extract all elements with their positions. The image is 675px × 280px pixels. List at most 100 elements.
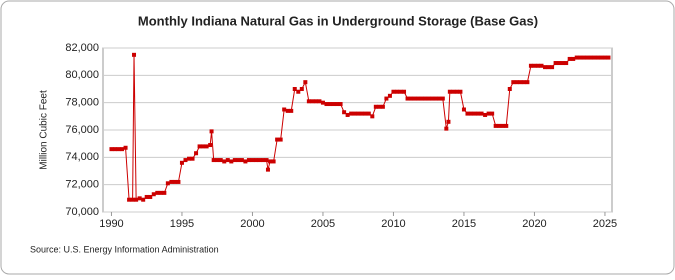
data-point: [553, 61, 558, 66]
data-point: [225, 158, 230, 163]
data-point: [440, 96, 445, 101]
data-point: [120, 147, 125, 152]
data-point: [483, 112, 488, 117]
data-point: [144, 194, 149, 199]
data-point: [433, 96, 438, 101]
data-point: [416, 96, 421, 101]
data-point: [532, 63, 537, 68]
data-point: [409, 96, 414, 101]
source-note: Source: U.S. Energy Information Administ…: [30, 244, 219, 254]
data-point: [539, 63, 544, 68]
data-point: [476, 111, 481, 116]
data-point: [447, 89, 452, 94]
data-point: [158, 190, 163, 195]
data-point: [490, 111, 495, 116]
data-point: [465, 111, 470, 116]
data-point: [595, 55, 600, 60]
data-point: [557, 61, 562, 66]
data-point: [366, 111, 371, 116]
data-point: [546, 65, 551, 70]
data-point: [317, 99, 322, 104]
data-point: [398, 89, 403, 94]
x-tick-label: 1990: [99, 218, 123, 230]
data-point: [331, 102, 336, 107]
data-point: [486, 111, 491, 116]
data-point: [514, 80, 519, 85]
data-point: [437, 96, 442, 101]
data-point: [574, 55, 579, 60]
data-point: [194, 151, 199, 156]
data-point: [446, 119, 451, 124]
x-tick-label: 2015: [452, 218, 476, 230]
data-point: [155, 190, 160, 195]
data-point: [123, 145, 128, 150]
data-point: [543, 65, 548, 70]
data-point: [521, 80, 526, 85]
data-point: [550, 65, 555, 70]
data-point: [469, 111, 474, 116]
data-point: [592, 55, 597, 60]
data-point: [151, 192, 156, 197]
data-point: [197, 144, 202, 149]
data-point: [423, 96, 428, 101]
data-point: [306, 99, 311, 104]
data-point: [116, 147, 121, 152]
data-point: [187, 156, 192, 161]
data-point: [141, 197, 146, 202]
data-point: [109, 147, 114, 152]
data-point: [268, 159, 273, 164]
data-point: [363, 111, 368, 116]
data-point: [578, 55, 583, 60]
data-point: [373, 104, 378, 109]
data-point: [282, 107, 287, 112]
data-point: [292, 87, 297, 91]
data-point: [581, 55, 586, 60]
data-point: [384, 96, 389, 101]
y-tick-label: 78,000: [65, 97, 99, 109]
data-point: [165, 181, 170, 186]
data-point: [229, 159, 234, 164]
data-point: [444, 126, 449, 131]
data-point: [560, 61, 565, 66]
data-point: [275, 137, 280, 142]
y-axis-label: Million Cubic Feet: [39, 90, 50, 170]
data-point: [162, 190, 167, 195]
x-tick-label: 2020: [522, 218, 546, 230]
data-point: [246, 158, 251, 163]
data-point: [528, 63, 533, 68]
data-point: [209, 129, 214, 134]
data-point: [394, 89, 399, 94]
y-tick-label: 76,000: [65, 124, 99, 136]
x-tick-label: 2005: [311, 218, 335, 230]
data-point: [345, 112, 350, 117]
data-point: [176, 179, 181, 184]
data-point: [132, 52, 137, 57]
data-point: [571, 56, 576, 61]
data-point: [253, 158, 258, 163]
data-point: [222, 159, 227, 164]
data-point: [190, 156, 195, 161]
x-tick-label: 2000: [240, 218, 264, 230]
data-point: [169, 179, 174, 184]
data-point: [535, 63, 540, 68]
data-point: [493, 123, 498, 128]
data-point: [342, 110, 347, 115]
data-point: [278, 137, 283, 142]
data-point: [313, 99, 318, 104]
data-point: [497, 123, 502, 128]
data-point: [402, 89, 407, 94]
data-point: [265, 167, 270, 172]
data-point: [134, 197, 139, 202]
data-point: [479, 111, 484, 116]
x-tick-label: 2025: [593, 218, 617, 230]
data-point: [387, 93, 392, 98]
data-point: [412, 96, 417, 101]
data-point: [201, 144, 206, 149]
data-point: [461, 107, 466, 112]
data-point: [112, 147, 117, 152]
data-point: [148, 194, 153, 199]
data-point: [261, 158, 266, 163]
data-point: [564, 61, 569, 66]
data-point: [243, 159, 248, 164]
